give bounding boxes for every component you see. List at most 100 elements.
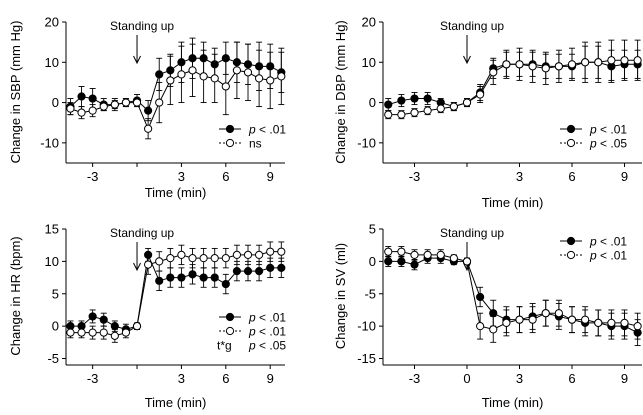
data-point [489, 309, 498, 318]
data-point [384, 100, 393, 109]
x-tick-label: -3 [409, 371, 421, 386]
data-point [155, 276, 164, 285]
data-point [384, 110, 393, 119]
y-tick-label: 0 [52, 319, 59, 334]
y-axis-label: Change in SBP (mm Hg) [8, 21, 23, 164]
data-point [210, 254, 219, 263]
data-point [410, 260, 419, 269]
data-point [633, 56, 642, 65]
data-point [66, 104, 75, 113]
data-point [397, 110, 406, 119]
data-point [515, 315, 524, 324]
data-point [144, 124, 153, 133]
panel-3: -5 0 5 10 15 -3 3 6 9 Time (min) Change in HR (bpm… [8, 222, 286, 411]
y-tick-label: -5 [364, 286, 376, 301]
data-point [166, 273, 175, 282]
x-tick-label: -3 [87, 371, 99, 386]
series-1 [384, 45, 642, 112]
x-tick-label: 0 [463, 371, 470, 386]
data-point [476, 322, 485, 331]
series-line [70, 69, 282, 131]
data-point [397, 96, 406, 105]
y-tick-label: 20 [362, 15, 376, 30]
legend-marker [566, 138, 576, 148]
y-tick-label: -5 [47, 351, 59, 366]
x-tick-label: -3 [409, 169, 421, 184]
x-tick-label: 6 [568, 169, 575, 184]
data-point [462, 257, 472, 266]
data-point [121, 328, 131, 337]
data-point [436, 250, 445, 260]
y-axis-label: Change in SV (ml) [333, 243, 348, 349]
data-point [88, 312, 97, 321]
data-point [243, 68, 253, 77]
data-point [155, 70, 164, 79]
y-tick-label: 0 [52, 95, 59, 110]
data-point [188, 254, 197, 263]
legend-marker [225, 326, 235, 336]
data-point [132, 98, 142, 107]
data-point [77, 328, 86, 337]
y-tick-label: -10 [40, 135, 59, 150]
data-point [221, 279, 230, 289]
y-tick-label: 15 [45, 222, 59, 237]
data-point [462, 98, 472, 107]
legend-label: p < .01 [589, 235, 627, 249]
legend-label: p < .01 [248, 123, 286, 137]
data-point [620, 318, 629, 328]
data-point [132, 322, 142, 331]
data-point [423, 250, 432, 260]
data-point [110, 100, 119, 109]
data-point [620, 56, 629, 65]
data-point [397, 247, 406, 256]
y-axis-label: Change in HR (bpm) [8, 236, 23, 355]
data-point [99, 328, 108, 337]
data-point [410, 250, 419, 260]
arrow-head [133, 262, 141, 272]
series-2 [66, 241, 286, 343]
arrow-head [463, 262, 471, 272]
data-point [277, 263, 286, 272]
data-point [243, 250, 253, 260]
data-point [221, 82, 230, 91]
series-2 [384, 246, 642, 343]
y-tick-label: -15 [357, 351, 376, 366]
data-point [210, 273, 219, 282]
data-point [199, 254, 208, 263]
y-tick-label: 5 [52, 286, 59, 301]
data-point [607, 318, 616, 328]
data-point [99, 315, 108, 324]
data-point [232, 266, 242, 276]
y-tick-label: 10 [45, 55, 59, 70]
panel-1: -10 0 10 20 -3 3 6 9 Time (min) Change in SBP (mm… [8, 15, 286, 201]
data-point [384, 257, 393, 266]
x-tick-label: 3 [516, 371, 523, 386]
x-axis-label: Time (min) [145, 395, 207, 410]
data-point [88, 106, 97, 115]
data-point [166, 254, 175, 263]
data-point [243, 266, 253, 276]
series-1 [384, 252, 642, 347]
legend-label: p < .01 [589, 123, 627, 137]
data-point [594, 318, 603, 328]
x-tick-label: 9 [267, 371, 274, 386]
data-point [188, 66, 197, 75]
x-tick-label: 9 [267, 169, 274, 184]
y-tick-label: 0 [369, 254, 376, 269]
data-point [436, 104, 445, 113]
data-point [515, 60, 524, 69]
y-tick-label: -10 [357, 135, 376, 150]
data-point [144, 260, 153, 269]
legend-marker [225, 138, 235, 148]
legend-label: p < .01 [589, 249, 627, 263]
data-point [177, 250, 186, 260]
y-axis-label: Change in DBP (mm Hg) [333, 20, 348, 164]
data-point [110, 331, 119, 340]
data-point [489, 325, 498, 334]
data-point [255, 266, 264, 276]
panel-2: -10 0 10 20 -3 3 6 9 Time (min) Change in DBP (mm… [333, 15, 642, 210]
data-point [88, 94, 97, 103]
data-point [166, 76, 175, 85]
legend-label: ns [249, 137, 262, 151]
